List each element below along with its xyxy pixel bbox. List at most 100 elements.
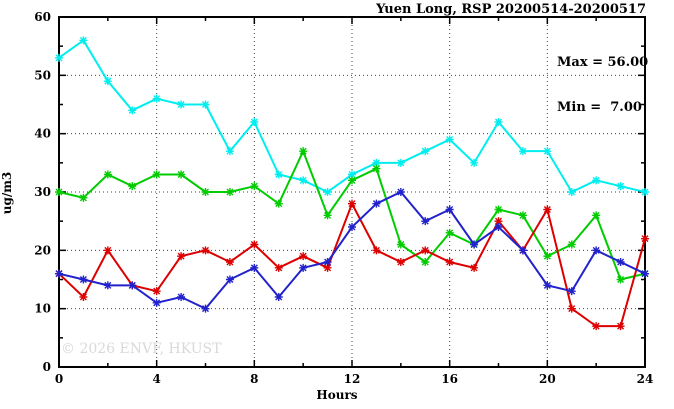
y-tick-label: 30 xyxy=(34,185,51,199)
marker-cyan xyxy=(445,135,454,144)
watermark: © 2026 ENVF, HKUST xyxy=(61,341,222,357)
marker-cyan xyxy=(177,100,186,109)
marker-red xyxy=(103,246,112,255)
marker-blue xyxy=(152,298,161,307)
marker-green xyxy=(494,205,503,214)
x-tick-label: 0 xyxy=(55,372,63,386)
marker-blue xyxy=(348,223,356,231)
marker-blue xyxy=(616,258,625,266)
x-tick-label: 8 xyxy=(250,372,258,386)
marker-red xyxy=(396,258,405,266)
marker-green xyxy=(396,240,405,249)
x-tick-label: 20 xyxy=(539,372,556,386)
marker-blue xyxy=(445,205,454,214)
marker-green xyxy=(445,228,454,237)
marker-red xyxy=(567,304,576,313)
x-axis-label: Hours xyxy=(316,388,358,402)
max-value-label: Max = 56.00 xyxy=(557,55,649,70)
marker-green xyxy=(299,147,308,156)
marker-blue xyxy=(250,263,259,272)
y-tick-label: 40 xyxy=(34,127,51,141)
min-value-label: Min = 7.00 xyxy=(557,100,642,115)
marker-green xyxy=(128,182,137,191)
marker-red xyxy=(592,322,601,331)
marker-cyan xyxy=(274,170,283,179)
marker-green xyxy=(518,211,527,220)
marker-red xyxy=(641,234,649,243)
marker-green xyxy=(225,188,234,196)
marker-green xyxy=(274,199,283,208)
marker-cyan xyxy=(372,158,381,167)
marker-red xyxy=(543,205,552,214)
marker-blue xyxy=(421,217,430,226)
marker-green xyxy=(201,188,210,196)
marker-red xyxy=(372,246,381,255)
marker-blue xyxy=(470,240,479,249)
y-tick-label: 60 xyxy=(34,10,51,24)
marker-blue xyxy=(372,199,381,208)
marker-cyan xyxy=(543,147,552,156)
marker-cyan xyxy=(128,106,137,115)
marker-blue xyxy=(299,263,308,272)
marker-cyan xyxy=(494,118,503,126)
series-red xyxy=(55,199,649,331)
stats-annotation: Max = 56.00 Min = 7.00 xyxy=(557,25,648,145)
marker-blue xyxy=(177,293,186,301)
marker-red xyxy=(616,322,625,331)
marker-green xyxy=(55,188,63,196)
marker-cyan xyxy=(641,188,649,196)
marker-cyan xyxy=(616,182,625,191)
marker-green xyxy=(177,170,186,179)
marker-red xyxy=(225,258,234,266)
x-tick-label: 24 xyxy=(637,372,654,386)
x-tick-label: 4 xyxy=(152,372,160,386)
marker-blue xyxy=(274,293,283,301)
marker-green xyxy=(616,275,625,284)
marker-cyan xyxy=(79,36,88,45)
marker-cyan xyxy=(299,176,308,185)
marker-cyan xyxy=(201,100,210,109)
marker-blue xyxy=(641,269,649,278)
marker-cyan xyxy=(152,94,161,103)
marker-green xyxy=(567,240,576,249)
marker-cyan xyxy=(348,170,356,179)
chart-title: Yuen Long, RSP 20200514-20200517 xyxy=(376,2,646,17)
marker-red xyxy=(177,252,186,261)
marker-cyan xyxy=(250,118,259,126)
marker-green xyxy=(79,193,88,202)
marker-red xyxy=(348,199,356,208)
marker-blue xyxy=(79,275,88,284)
marker-green xyxy=(543,252,552,261)
marker-red xyxy=(323,263,332,272)
marker-green xyxy=(592,211,601,220)
marker-red xyxy=(79,293,88,301)
x-tick-label: 12 xyxy=(344,372,361,386)
marker-red xyxy=(250,240,259,249)
series-blue xyxy=(55,188,649,313)
marker-cyan xyxy=(396,158,405,167)
marker-blue xyxy=(592,246,601,255)
marker-red xyxy=(445,258,454,266)
marker-blue xyxy=(323,258,332,266)
marker-cyan xyxy=(421,147,430,156)
marker-green xyxy=(421,258,430,266)
marker-cyan xyxy=(103,77,112,86)
y-tick-label: 0 xyxy=(43,360,51,374)
series-cyan xyxy=(55,36,649,196)
marker-red xyxy=(470,263,479,272)
marker-blue xyxy=(396,188,405,196)
marker-red xyxy=(152,287,161,296)
marker-blue xyxy=(103,281,112,290)
x-tick-label: 16 xyxy=(441,372,458,386)
marker-green xyxy=(103,170,112,179)
y-tick-label: 20 xyxy=(34,243,51,257)
marker-blue xyxy=(543,281,552,290)
marker-green xyxy=(372,164,381,173)
marker-red xyxy=(494,217,503,226)
marker-blue xyxy=(494,223,503,231)
marker-cyan xyxy=(567,188,576,196)
marker-cyan xyxy=(470,158,479,167)
marker-green xyxy=(152,170,161,179)
